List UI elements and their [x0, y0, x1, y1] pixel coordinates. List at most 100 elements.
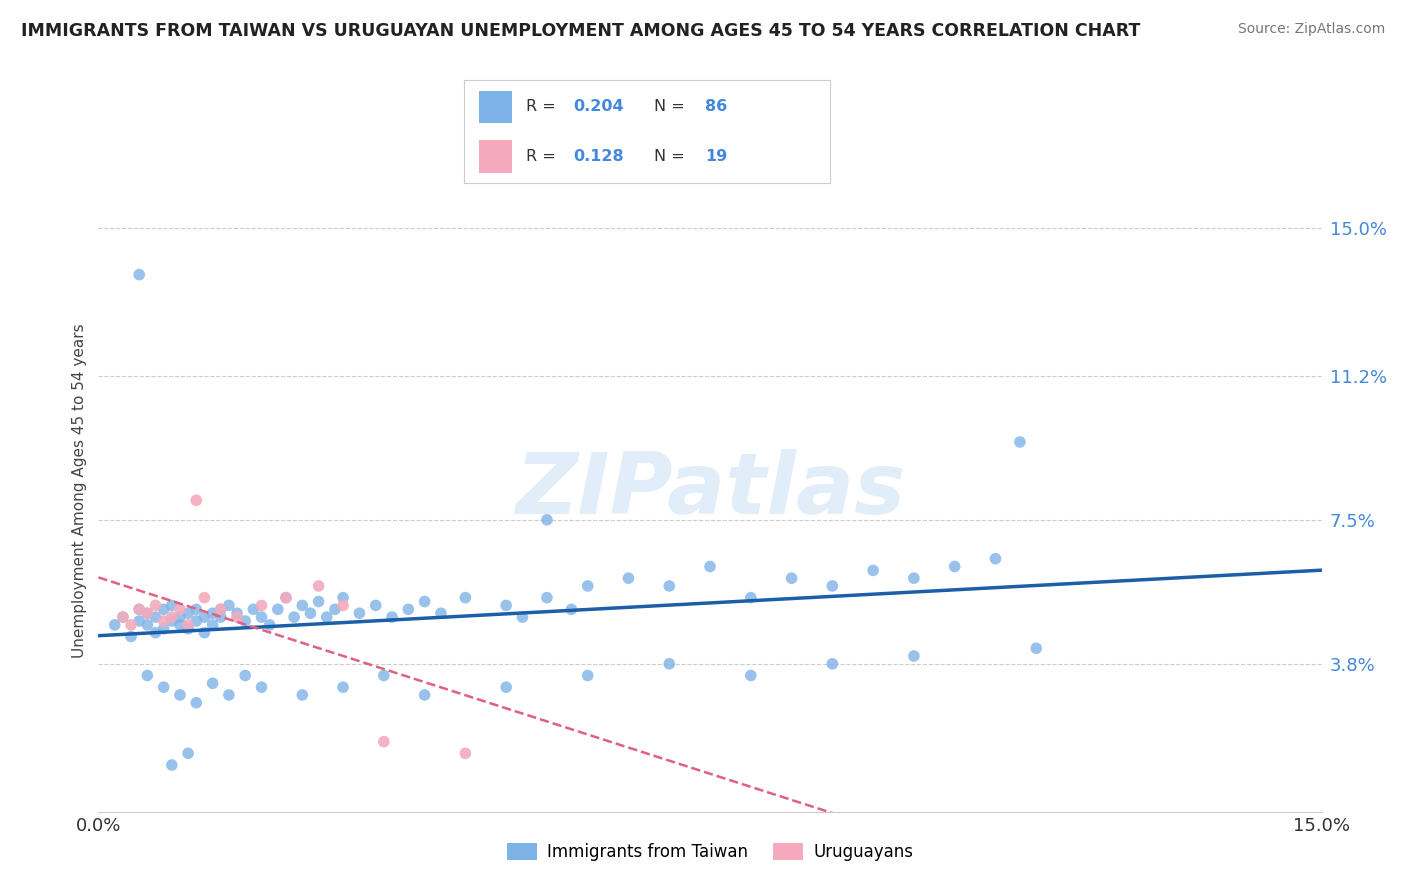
Point: [259, 618, 281, 632]
Text: IMMIGRANTS FROM TAIWAN VS URUGUAYAN UNEMPLOYMENT AMONG AGES 45 TO 54 YEARS CORRE: IMMIGRANTS FROM TAIWAN VS URUGUAYAN UNEM…: [21, 22, 1140, 40]
Point: [233, 614, 256, 628]
Point: [903, 571, 925, 585]
Point: [250, 680, 273, 694]
Point: [136, 606, 159, 620]
Point: [283, 610, 305, 624]
Point: [136, 668, 159, 682]
Point: [536, 591, 558, 605]
Point: [454, 747, 477, 761]
Legend: Immigrants from Taiwan, Uruguayans: Immigrants from Taiwan, Uruguayans: [501, 836, 920, 868]
Point: [332, 599, 354, 613]
Point: [201, 618, 224, 632]
Point: [536, 513, 558, 527]
Point: [299, 606, 322, 620]
Text: 19: 19: [706, 149, 727, 164]
Point: [128, 602, 150, 616]
Point: [396, 602, 419, 616]
Point: [177, 618, 200, 632]
Point: [308, 579, 330, 593]
Point: [145, 610, 167, 624]
Text: R =: R =: [526, 149, 561, 164]
Point: [128, 268, 150, 282]
Point: [136, 606, 159, 620]
Point: [862, 563, 884, 577]
Point: [943, 559, 966, 574]
Point: [576, 668, 599, 682]
Point: [699, 559, 721, 574]
Point: [364, 599, 387, 613]
Point: [186, 696, 208, 710]
Point: [267, 602, 290, 616]
Text: ZIPatlas: ZIPatlas: [515, 449, 905, 533]
Point: [332, 680, 354, 694]
Point: [193, 625, 215, 640]
Point: [120, 618, 142, 632]
FancyBboxPatch shape: [478, 140, 512, 173]
Point: [169, 610, 191, 624]
Point: [104, 618, 127, 632]
FancyBboxPatch shape: [478, 91, 512, 123]
Point: [1008, 434, 1031, 449]
Text: N =: N =: [654, 149, 690, 164]
Point: [323, 602, 346, 616]
Point: [1025, 641, 1047, 656]
Point: [120, 630, 142, 644]
Point: [332, 591, 354, 605]
Point: [242, 602, 264, 616]
Point: [193, 610, 215, 624]
Point: [111, 610, 134, 624]
Point: [209, 602, 232, 616]
Point: [160, 610, 183, 624]
Point: [152, 602, 174, 616]
Point: [160, 599, 183, 613]
Point: [381, 610, 404, 624]
Point: [274, 591, 297, 605]
Point: [373, 668, 395, 682]
Point: [291, 688, 314, 702]
Point: [209, 610, 232, 624]
Point: [160, 758, 183, 772]
Text: 0.128: 0.128: [574, 149, 624, 164]
Point: [291, 599, 314, 613]
Point: [218, 688, 240, 702]
Point: [658, 579, 681, 593]
Point: [617, 571, 640, 585]
Point: [373, 734, 395, 748]
Point: [201, 606, 224, 620]
Point: [226, 610, 249, 624]
Point: [821, 579, 844, 593]
Point: [560, 602, 582, 616]
Point: [903, 648, 925, 663]
Point: [136, 618, 159, 632]
Text: R =: R =: [526, 99, 561, 114]
Point: [152, 622, 174, 636]
Point: [111, 610, 134, 624]
Point: [145, 599, 167, 613]
Point: [177, 747, 200, 761]
Text: 86: 86: [706, 99, 727, 114]
Point: [169, 688, 191, 702]
Point: [315, 610, 337, 624]
Point: [658, 657, 681, 671]
Point: [152, 680, 174, 694]
Point: [454, 591, 477, 605]
Point: [218, 599, 240, 613]
Point: [169, 618, 191, 632]
Point: [821, 657, 844, 671]
Point: [576, 579, 599, 593]
Point: [512, 610, 534, 624]
Point: [177, 622, 200, 636]
Point: [250, 610, 273, 624]
Text: Source: ZipAtlas.com: Source: ZipAtlas.com: [1237, 22, 1385, 37]
Text: 0.204: 0.204: [574, 99, 624, 114]
Point: [413, 688, 436, 702]
Y-axis label: Unemployment Among Ages 45 to 54 years: Unemployment Among Ages 45 to 54 years: [72, 323, 87, 658]
Point: [152, 614, 174, 628]
Point: [495, 599, 517, 613]
Point: [495, 680, 517, 694]
Point: [186, 614, 208, 628]
Point: [209, 602, 232, 616]
Point: [233, 668, 256, 682]
Point: [186, 493, 208, 508]
Point: [169, 602, 191, 616]
